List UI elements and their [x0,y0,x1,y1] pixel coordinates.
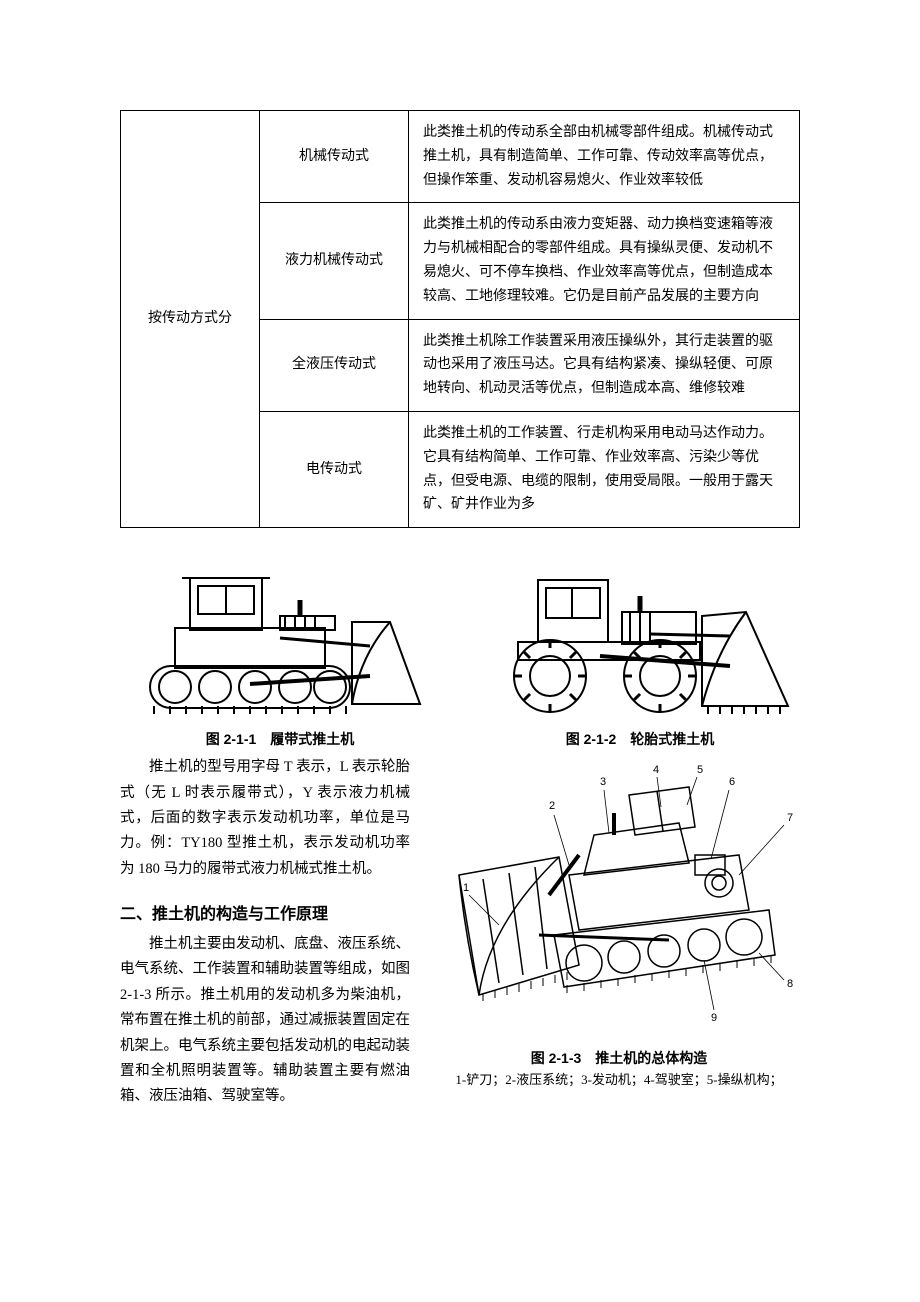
figure-caption: 图 2-1-3 推土机的总体构造 [438,1048,800,1068]
page: 按传动方式分 机械传动式 此类推土机的传动系全部由机械零部件组成。机械传动式推土… [0,0,920,1170]
callout-label: 7 [787,812,793,824]
category-cell: 按传动方式分 [121,111,260,528]
figure-caption: 图 2-1-2 轮胎式推土机 [480,729,800,749]
type-cell: 全液压传动式 [260,319,409,411]
callout-label: 9 [711,1012,717,1024]
section-heading: 二、推土机的构造与工作原理 [120,900,410,924]
figures-row: 图 2-1-1 履带式推土机 [120,556,800,749]
callout-label: 3 [600,776,606,788]
transmission-table: 按传动方式分 机械传动式 此类推土机的传动系全部由机械零部件组成。机械传动式推土… [120,110,800,528]
left-text-column: 推土机的型号用字母 T 表示，L 表示轮胎式（无 L 时表示履带式），Y 表示液… [120,755,410,1110]
type-cell: 液力机械传动式 [260,203,409,319]
figure-legend: 1-铲刀；2-液压系统；3-发动机；4-驾驶室；5-操纵机构； [438,1070,800,1091]
callout-label: 4 [653,764,659,776]
desc-cell: 此类推土机的工作装置、行走机构采用电动马达作动力。它具有结构简单、工作可靠、作业… [409,411,800,527]
figure-2-1-1: 图 2-1-1 履带式推土机 [120,556,440,749]
callout-label: 5 [697,764,703,776]
desc-cell: 此类推土机的传动系由液力变矩器、动力换档变速箱等液力与机械相配合的零部件组成。具… [409,203,800,319]
text-and-figure-columns: 推土机的型号用字母 T 表示，L 表示轮胎式（无 L 时表示履带式），Y 表示液… [120,755,800,1110]
type-cell: 机械传动式 [260,111,409,203]
figure-2-1-3: 1 2 3 4 5 6 7 8 9 图 2-1-3 推土机的总体构造 1-铲刀；… [438,755,800,1110]
desc-cell: 此类推土机的传动系全部由机械零部件组成。机械传动式推土机，具有制造简单、工作可靠… [409,111,800,203]
structure-paragraph: 推土机主要由发动机、底盘、液压系统、电气系统、工作装置和辅助装置等组成，如图 2… [120,932,410,1110]
callout-label: 8 [787,978,793,990]
crawler-bulldozer-icon [130,556,430,721]
callout-label: 2 [549,800,555,812]
model-paragraph: 推土机的型号用字母 T 表示，L 表示轮胎式（无 L 时表示履带式），Y 表示液… [120,755,410,882]
wheel-bulldozer-icon [480,556,800,721]
figure-2-1-2: 图 2-1-2 轮胎式推土机 [480,556,800,749]
desc-cell: 此类推土机除工作装置采用液压操纵外，其行走装置的驱动也采用了液压马达。它具有结构… [409,319,800,411]
callout-label: 1 [463,882,469,894]
figure-caption: 图 2-1-1 履带式推土机 [120,729,440,749]
bulldozer-structure-icon: 1 2 3 4 5 6 7 8 9 [439,755,799,1035]
type-cell: 电传动式 [260,411,409,527]
callout-label: 6 [729,776,735,788]
